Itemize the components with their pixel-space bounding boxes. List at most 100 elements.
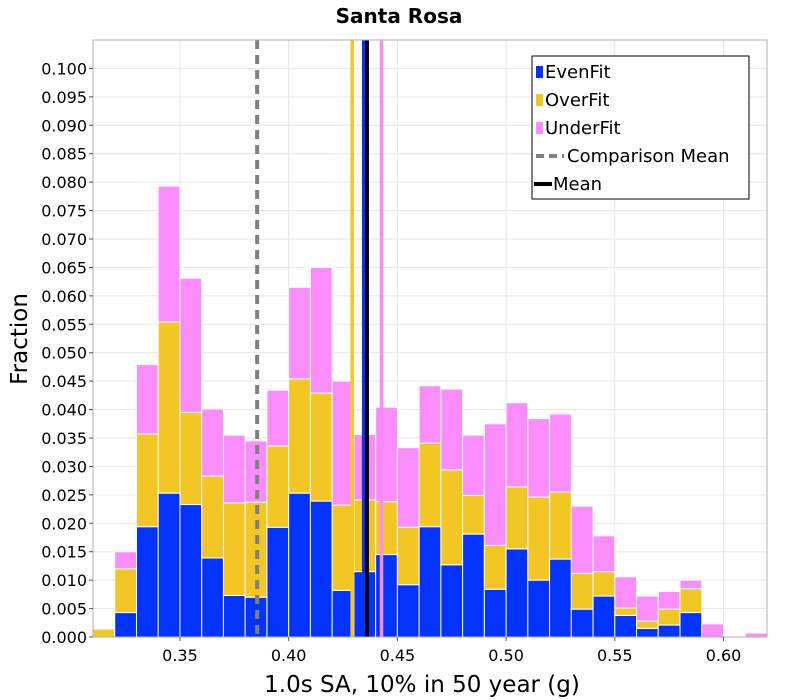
bar-overfit [679, 588, 703, 614]
bar-underfit [592, 535, 616, 573]
bar-underfit [288, 286, 311, 380]
x-axis-label: 1.0s SA, 10% in 50 year (g) [264, 672, 580, 698]
mean-lines [255, 40, 384, 637]
legend-label: OverFit [545, 90, 609, 111]
bar-overfit [114, 568, 137, 614]
y-tick-label: 0.035 [41, 429, 87, 448]
plot-border [92, 39, 768, 638]
bar-overfit [309, 392, 333, 502]
bar-overfit [179, 411, 203, 506]
bar-overfit [396, 526, 420, 586]
y-tick-label: 0.065 [41, 258, 87, 277]
bar-overfit [527, 496, 551, 581]
bar-overfit [135, 433, 159, 528]
y-tick-label: 0.000 [41, 628, 87, 647]
bar-underfit [505, 402, 529, 488]
x-tick-label: 0.55 [597, 646, 633, 665]
bar-evenfit [657, 624, 681, 638]
y-tick-label: 0.020 [41, 514, 87, 533]
bar-underfit [201, 408, 224, 477]
bar-underfit [614, 576, 638, 609]
legend-label: Mean [553, 174, 602, 195]
bar-underfit [701, 623, 725, 638]
y-tick-label: 0.060 [41, 287, 87, 306]
bar-overfit [222, 502, 246, 596]
bar-evenfit [375, 554, 398, 638]
bar-overfit [418, 442, 442, 528]
bar-evenfit [396, 584, 420, 638]
bar-evenfit [135, 526, 159, 638]
y-tick-label: 0.070 [41, 230, 87, 249]
y-tick-label: 0.085 [41, 145, 87, 164]
bar-underfit [657, 591, 681, 610]
bar-overfit [92, 628, 116, 638]
bar-evenfit [114, 612, 137, 638]
bar-overfit [483, 544, 507, 590]
x-tick-label: 0.50 [488, 646, 524, 665]
x-axis: 0.35 0.40 0.45 0.50 0.55 0.60 [162, 637, 741, 665]
y-tick-label: 0.050 [41, 344, 87, 363]
x-tick-label: 0.35 [162, 646, 198, 665]
bar-overfit [288, 378, 311, 494]
legend-label: EvenFit [545, 62, 611, 83]
bar-overfit [440, 469, 464, 566]
x-tick-label: 0.60 [706, 646, 742, 665]
legend: EvenFit OverFit UnderFit Comparison Mean Mea… [531, 55, 750, 200]
bar-underfit [744, 632, 768, 638]
bar-underfit [418, 385, 442, 444]
bar-overfit [614, 607, 638, 616]
bar-underfit [440, 388, 464, 471]
legend-label: Comparison Mean [567, 146, 730, 167]
bar-evenfit [483, 588, 507, 638]
bar-overfit [505, 486, 529, 550]
bar-underfit [157, 185, 181, 323]
bar-evenfit [592, 595, 616, 638]
legend-swatch-underfit [536, 122, 543, 134]
bar-evenfit [636, 627, 659, 638]
y-tick-label: 0.015 [41, 543, 87, 562]
bar-underfit [309, 266, 333, 394]
y-tick-label: 0.055 [41, 315, 87, 334]
bar-underfit [483, 423, 507, 546]
bar-underfit [266, 389, 290, 447]
chart-title: Santa Rosa [336, 4, 463, 28]
bar-underfit [396, 447, 420, 528]
bar-overfit [266, 445, 290, 528]
bar-underfit [375, 406, 398, 503]
legend-label: UnderFit [545, 118, 621, 139]
bar-evenfit [418, 526, 442, 638]
bar-overfit [636, 620, 659, 629]
bar-evenfit [527, 579, 551, 638]
bar-evenfit [309, 500, 333, 638]
bar-overfit [462, 494, 485, 535]
bar-overfit [157, 321, 181, 494]
y-tick-label: 0.075 [41, 202, 87, 221]
bar-underfit [135, 364, 159, 435]
x-tick-label: 0.45 [380, 646, 416, 665]
bar-evenfit [222, 594, 246, 638]
bar-evenfit [179, 504, 203, 638]
legend-swatch-evenfit [536, 66, 543, 78]
bar-evenfit [266, 526, 290, 638]
x-tick-label: 0.40 [271, 646, 307, 665]
bar-evenfit [505, 548, 529, 638]
y-tick-label: 0.045 [41, 372, 87, 391]
y-tick-label: 0.090 [41, 116, 87, 135]
y-tick-label: 0.005 [41, 600, 87, 619]
legend-swatch-overfit [536, 94, 543, 106]
y-tick-label: 0.080 [41, 173, 87, 192]
bar-evenfit [201, 557, 224, 638]
y-axis-label: Fraction [7, 293, 33, 385]
y-tick-label: 0.095 [41, 88, 87, 107]
bar-evenfit [157, 492, 181, 638]
bar-overfit [657, 608, 681, 626]
bar-evenfit [570, 608, 594, 638]
bar-overfit [570, 572, 594, 610]
bar-underfit [222, 434, 246, 504]
bar-underfit [636, 595, 659, 622]
y-tick-label: 0.025 [41, 486, 87, 505]
y-tick-label: 0.100 [41, 59, 87, 78]
bar-evenfit [549, 558, 572, 638]
bar-evenfit [440, 564, 464, 638]
bar-underfit [679, 579, 703, 590]
